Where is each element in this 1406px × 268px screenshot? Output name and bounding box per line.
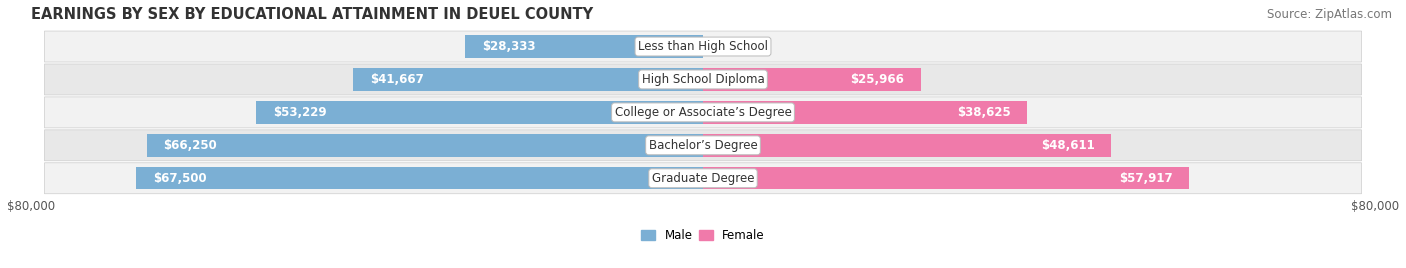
Text: Less than High School: Less than High School	[638, 40, 768, 53]
Text: $48,611: $48,611	[1040, 139, 1094, 152]
Text: High School Diploma: High School Diploma	[641, 73, 765, 86]
Bar	[353, 68, 703, 91]
Text: $41,667: $41,667	[370, 73, 423, 86]
Text: Graduate Degree: Graduate Degree	[652, 172, 754, 185]
Text: $66,250: $66,250	[163, 139, 217, 152]
Bar	[703, 68, 921, 91]
Bar	[703, 101, 1028, 124]
Bar	[136, 167, 703, 189]
Text: EARNINGS BY SEX BY EDUCATIONAL ATTAINMENT IN DEUEL COUNTY: EARNINGS BY SEX BY EDUCATIONAL ATTAINMEN…	[31, 7, 593, 22]
FancyBboxPatch shape	[45, 97, 1361, 128]
FancyBboxPatch shape	[45, 163, 1361, 194]
Bar	[465, 35, 703, 58]
FancyBboxPatch shape	[45, 130, 1361, 161]
Bar	[703, 134, 1111, 157]
Bar	[256, 101, 703, 124]
Text: $38,625: $38,625	[957, 106, 1011, 119]
Text: $0: $0	[716, 40, 731, 53]
Legend: Male, Female: Male, Female	[637, 224, 769, 247]
Text: Source: ZipAtlas.com: Source: ZipAtlas.com	[1267, 8, 1392, 21]
FancyBboxPatch shape	[45, 31, 1361, 62]
Text: $25,966: $25,966	[851, 73, 904, 86]
Text: $28,333: $28,333	[482, 40, 536, 53]
Bar	[146, 134, 703, 157]
Text: $67,500: $67,500	[153, 172, 207, 185]
Text: $53,229: $53,229	[273, 106, 326, 119]
FancyBboxPatch shape	[45, 64, 1361, 95]
Text: College or Associate’s Degree: College or Associate’s Degree	[614, 106, 792, 119]
Text: Bachelor’s Degree: Bachelor’s Degree	[648, 139, 758, 152]
Text: $57,917: $57,917	[1119, 172, 1173, 185]
Bar	[703, 167, 1189, 189]
